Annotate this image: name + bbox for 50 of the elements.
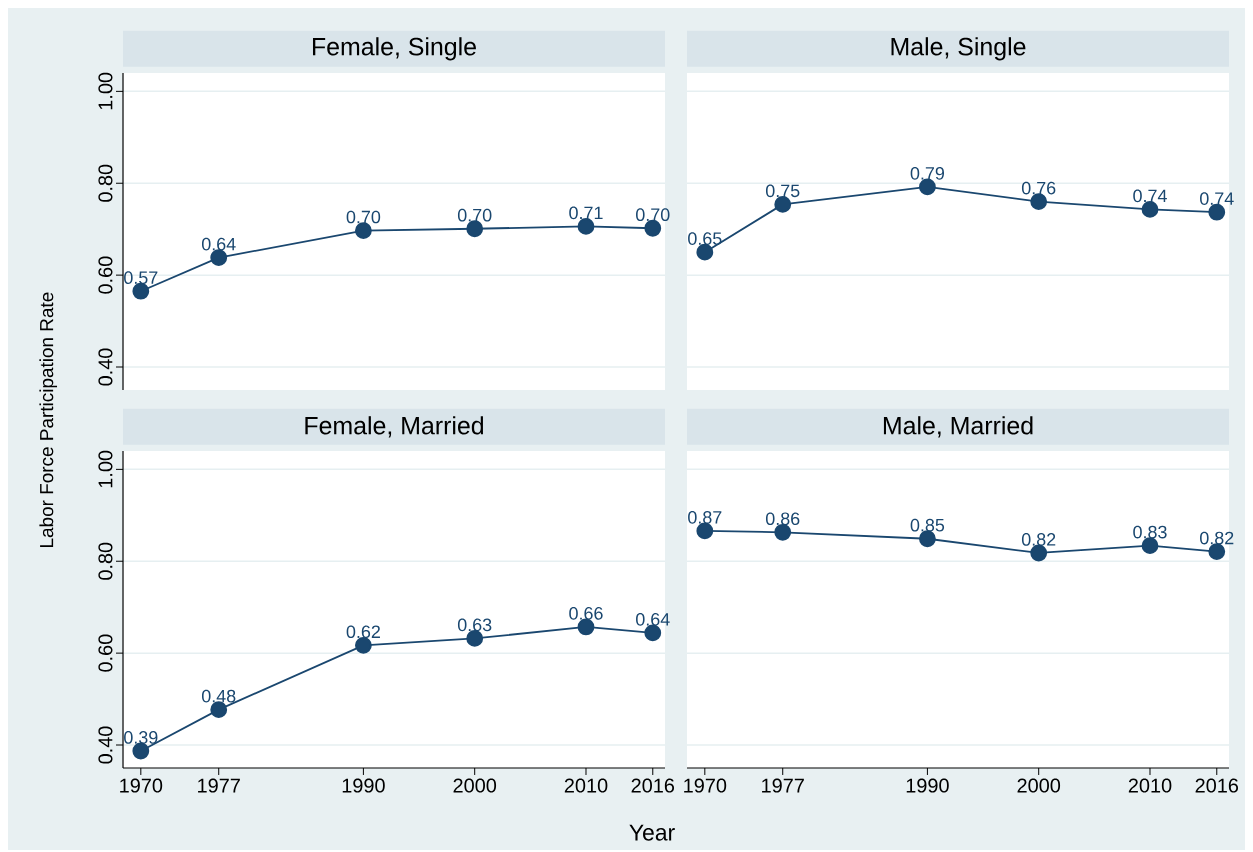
data-label: 0.63 — [457, 618, 492, 632]
data-label: 0.65 — [688, 232, 722, 245]
chart-title: Male, Married — [883, 416, 1033, 438]
data-label: 0.87 — [688, 511, 722, 524]
data-label: 0.70 — [346, 210, 381, 224]
x-tick-label: 2016 — [631, 778, 675, 793]
chart-title: Male, Single — [891, 37, 1026, 61]
data-label: 0.70 — [457, 208, 492, 222]
x-tick-label: 1970 — [684, 778, 727, 793]
data-label: 0.48 — [201, 689, 236, 703]
x-tick-label: 2010 — [1128, 778, 1172, 793]
data-label: 0.85 — [910, 518, 945, 532]
data-label: 0.64 — [636, 612, 670, 626]
x-tick-label: 1977 — [198, 778, 240, 793]
x-tick-label: 2000 — [453, 778, 497, 793]
y-tick-label: 0.60 — [98, 256, 113, 294]
data-label: 0.70 — [636, 208, 670, 222]
data-label: 0.82 — [1200, 531, 1234, 545]
data-label: 0.86 — [765, 512, 800, 526]
y-tick-label: 0.40 — [98, 348, 113, 386]
x-tick-label: 1977 — [762, 778, 804, 793]
data-label: 0.71 — [569, 206, 603, 220]
x-tick-label: 2010 — [564, 778, 608, 793]
y-tick-label: 0.80 — [98, 542, 113, 580]
data-label: 0.39 — [124, 731, 158, 744]
y-tick-label: 1.00 — [98, 72, 113, 110]
chart-title: Female, Married — [305, 416, 484, 438]
data-label: 0.75 — [765, 184, 800, 198]
x-tick-label: 1990 — [342, 778, 385, 793]
data-label: 0.66 — [569, 607, 603, 620]
y-tick-label: 0.40 — [98, 726, 113, 764]
y-tick-label: 0.60 — [98, 634, 113, 672]
chart-title: Female, Single — [312, 37, 476, 61]
data-label: 0.83 — [1133, 525, 1167, 539]
y-tick-label: 1.00 — [98, 450, 113, 488]
x-tick-label: 1990 — [906, 778, 949, 793]
data-label: 0.74 — [1133, 189, 1167, 203]
x-tick-label: 2016 — [1195, 778, 1239, 793]
x-axis-title: Year — [629, 824, 675, 841]
x-tick-label: 1970 — [120, 778, 163, 793]
data-label: 0.82 — [1021, 533, 1056, 546]
y-axis-title: Labor Force Participation Rate — [39, 292, 58, 547]
data-label: 0.62 — [346, 625, 380, 639]
data-label: 0.74 — [1200, 192, 1234, 205]
y-tick-label: 0.80 — [98, 164, 113, 202]
data-label: 0.64 — [201, 237, 236, 251]
data-label: 0.79 — [910, 166, 945, 180]
x-tick-label: 2000 — [1017, 778, 1061, 793]
data-label: 0.57 — [124, 271, 158, 284]
data-label: 0.76 — [1021, 181, 1056, 195]
